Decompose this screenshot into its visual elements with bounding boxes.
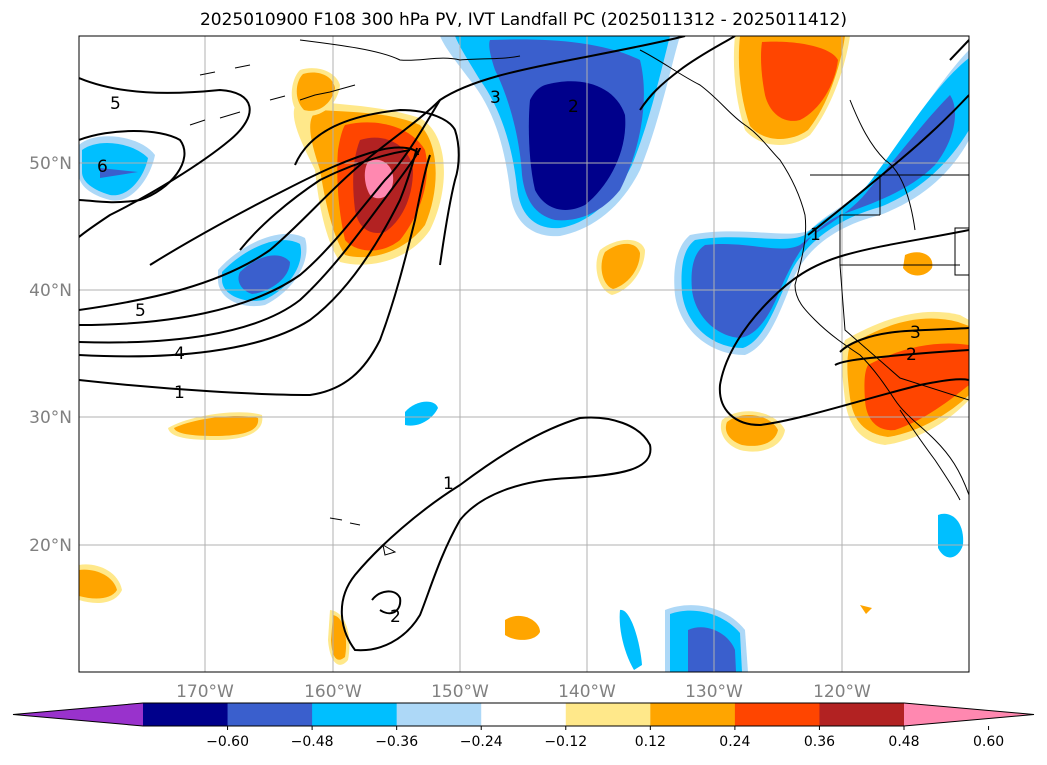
graticule [79, 36, 969, 672]
colorbar-tick-label: −0.60 [206, 734, 249, 750]
contour-label: 2 [906, 345, 917, 365]
colorbar-tick-label: 0.36 [804, 734, 835, 750]
contour-label: 1 [810, 225, 821, 245]
lat-label: 40°N [29, 281, 72, 301]
pv-contours [79, 36, 969, 652]
lon-label: 160°W [304, 682, 362, 702]
colorbar-tick-label: 0.60 [973, 734, 1004, 750]
colorbar-bin [396, 703, 482, 726]
colorbar-tick-label: −0.48 [291, 734, 334, 750]
lon-label: 170°W [176, 682, 234, 702]
colorbar: −0.60 −0.48 −0.36 −0.24 −0.12 0.12 0.24 0.36 0.4… [12, 702, 1035, 750]
pv-contour-5-north [79, 77, 251, 238]
contour-label: 1 [443, 474, 454, 494]
coastlines [189, 39, 969, 556]
colorbar-tick-label: −0.12 [544, 734, 587, 750]
colorbar-extend-low [13, 703, 143, 726]
map-title: 2025010900 F108 300 hPa PV, IVT Landfall… [199, 10, 847, 30]
colorbar-bin [650, 703, 736, 726]
pv-contour-6-west [79, 130, 186, 204]
colorbar-bin [819, 703, 905, 726]
colorbar-bin [565, 703, 651, 726]
pv-contour-inner-1 [149, 146, 419, 266]
positive-anomaly-peak [364, 159, 394, 199]
pv-contour-2 [79, 147, 418, 358]
colorbar-tick-label: −0.36 [375, 734, 418, 750]
contour-label: 4 [174, 344, 185, 364]
lat-label: 20°N [29, 536, 72, 556]
lon-label: 140°W [558, 682, 616, 702]
pv-contour-1-ne-coast [639, 36, 736, 111]
contour-label: 6 [97, 157, 108, 177]
contour-labels: 5 6 3 2 5 4 1 1 2 1 3 2 [97, 88, 921, 627]
colorbar-tick-label: 0.24 [719, 734, 750, 750]
pv-contour-inner-2 [239, 149, 411, 251]
pv-contour-1-subtropical [340, 416, 652, 652]
negative-anomaly-core [528, 81, 626, 210]
colorbar-bin [734, 703, 820, 726]
colorbar-bin [312, 703, 398, 726]
contour-label: 2 [390, 607, 401, 627]
contour-label: 5 [110, 94, 121, 114]
colorbar-tick-label: 0.48 [888, 734, 919, 750]
pv-contour-inner-3 [294, 108, 460, 266]
colorbar-outline [12, 702, 1035, 727]
contour-label: 5 [135, 301, 146, 321]
pv-contour-1-east [718, 229, 969, 427]
longitude-labels: 170°W 160°W 150°W 140°W 130°W 120°W [176, 682, 871, 702]
pv-contour-5 [79, 147, 421, 344]
contour-label: 2 [568, 97, 579, 117]
colorbar-extend-high [904, 703, 1034, 726]
map-frame [78, 35, 970, 673]
pv-contour-3-east [839, 327, 969, 353]
pv-contour-2-ne [949, 39, 969, 61]
pv-contour-3-band [79, 36, 686, 311]
lat-label: 30°N [29, 408, 72, 428]
contour-label: 1 [174, 383, 185, 403]
colorbar-tick-label: 0.12 [635, 734, 666, 750]
colorbar-bin [481, 703, 567, 726]
lon-label: 120°W [813, 682, 871, 702]
pv-contour-2-subtropical [371, 590, 402, 615]
pv-contour-4 [79, 99, 441, 326]
pv-contour-1-west [79, 154, 431, 397]
lon-label: 130°W [685, 682, 743, 702]
pv-contour-2-east [834, 349, 969, 366]
colorbar-tick-label: −0.24 [460, 734, 503, 750]
latitude-labels: 50°N 40°N 30°N 20°N [29, 154, 72, 556]
pv-contour-ne [807, 94, 969, 236]
lat-label: 50°N [29, 154, 72, 174]
pc-shading [79, 36, 969, 672]
colorbar-bin [227, 703, 313, 726]
lon-label: 150°W [431, 682, 489, 702]
contour-label: 3 [490, 88, 501, 108]
contour-label: 3 [910, 323, 921, 343]
colorbar-bin [143, 703, 229, 726]
